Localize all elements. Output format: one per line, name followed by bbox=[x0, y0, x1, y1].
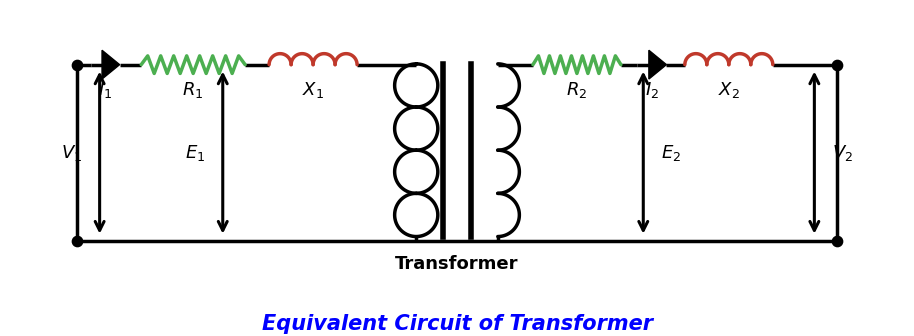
Text: $V_1$: $V_1$ bbox=[61, 142, 82, 163]
Text: Transformer: Transformer bbox=[395, 255, 519, 273]
Text: $R_1$: $R_1$ bbox=[183, 80, 204, 100]
Point bbox=[829, 62, 844, 67]
Text: $E_1$: $E_1$ bbox=[185, 142, 205, 163]
Point bbox=[70, 62, 85, 67]
Text: Equivalent Circuit of Transformer: Equivalent Circuit of Transformer bbox=[261, 314, 653, 334]
Text: $X_1$: $X_1$ bbox=[303, 80, 324, 100]
Text: $I_2$: $I_2$ bbox=[644, 80, 659, 100]
Point bbox=[829, 238, 844, 243]
Text: $I_1$: $I_1$ bbox=[98, 80, 112, 100]
Text: $R_2$: $R_2$ bbox=[567, 80, 588, 100]
Text: $E_2$: $E_2$ bbox=[661, 142, 681, 163]
Point bbox=[70, 238, 85, 243]
Text: $V_2$: $V_2$ bbox=[832, 142, 853, 163]
Text: $X_2$: $X_2$ bbox=[717, 80, 739, 100]
Polygon shape bbox=[102, 50, 120, 79]
Polygon shape bbox=[649, 50, 666, 79]
